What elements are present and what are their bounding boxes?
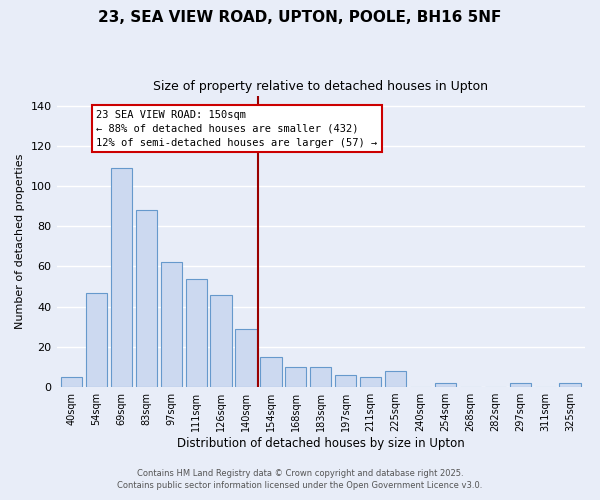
- Bar: [111, 168, 132, 387]
- Bar: [285, 367, 307, 387]
- Bar: [61, 377, 82, 387]
- Bar: [260, 357, 281, 387]
- Text: 23 SEA VIEW ROAD: 150sqm
← 88% of detached houses are smaller (432)
12% of semi-: 23 SEA VIEW ROAD: 150sqm ← 88% of detach…: [97, 110, 377, 148]
- Bar: [161, 262, 182, 387]
- Bar: [235, 329, 257, 387]
- Bar: [86, 292, 107, 387]
- X-axis label: Distribution of detached houses by size in Upton: Distribution of detached houses by size …: [177, 437, 464, 450]
- Bar: [509, 383, 531, 387]
- Bar: [360, 377, 381, 387]
- Bar: [385, 371, 406, 387]
- Bar: [335, 375, 356, 387]
- Text: 23, SEA VIEW ROAD, UPTON, POOLE, BH16 5NF: 23, SEA VIEW ROAD, UPTON, POOLE, BH16 5N…: [98, 10, 502, 25]
- Bar: [310, 367, 331, 387]
- Bar: [136, 210, 157, 387]
- Text: Contains HM Land Registry data © Crown copyright and database right 2025.
Contai: Contains HM Land Registry data © Crown c…: [118, 469, 482, 490]
- Y-axis label: Number of detached properties: Number of detached properties: [15, 154, 25, 329]
- Bar: [559, 383, 581, 387]
- Title: Size of property relative to detached houses in Upton: Size of property relative to detached ho…: [153, 80, 488, 93]
- Bar: [211, 294, 232, 387]
- Bar: [435, 383, 456, 387]
- Bar: [185, 278, 207, 387]
